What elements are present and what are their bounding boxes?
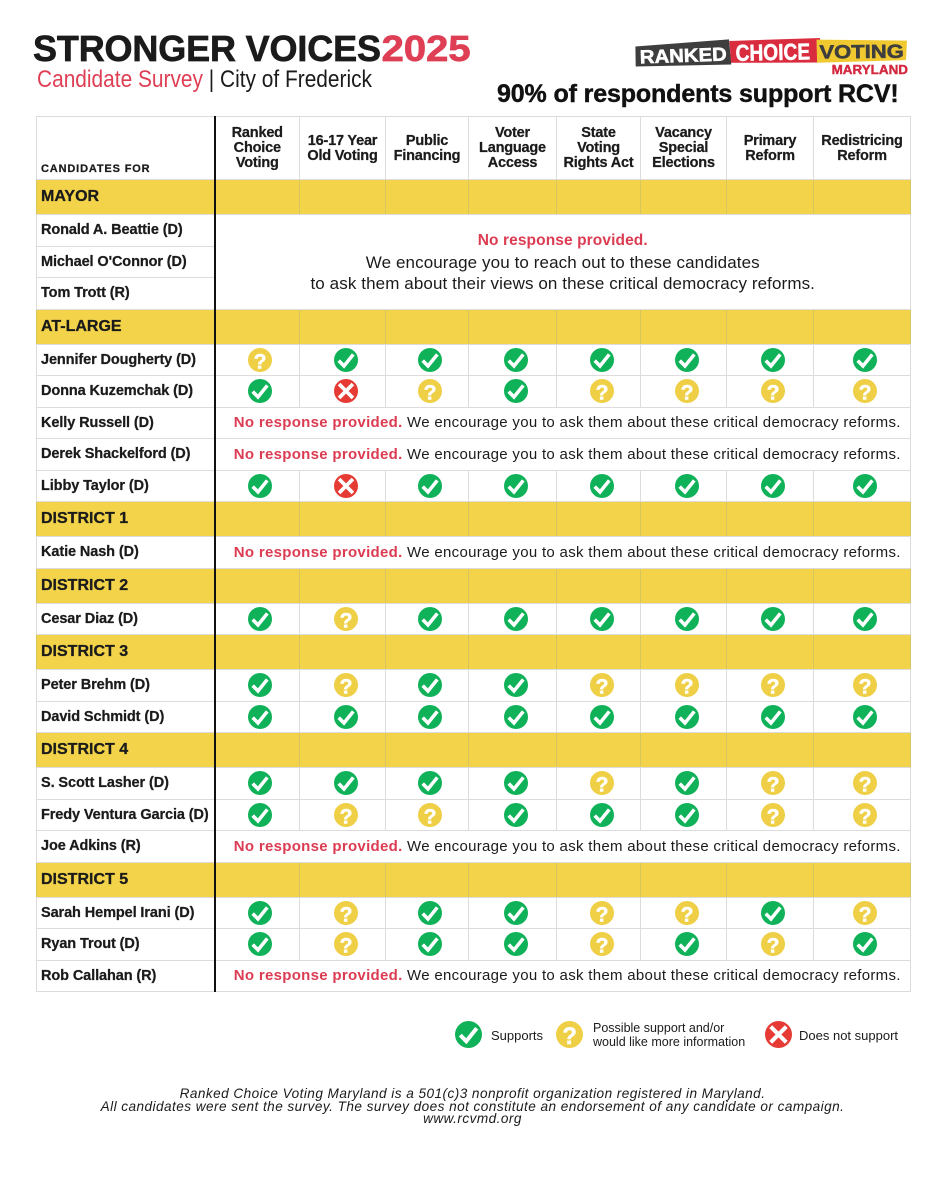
svg-text:CHOICE: CHOICE (735, 38, 810, 66)
svg-text:RANKED: RANKED (639, 44, 727, 68)
svg-text:VOTING: VOTING (819, 42, 904, 64)
svg-text:MARYLAND: MARYLAND (832, 63, 908, 77)
